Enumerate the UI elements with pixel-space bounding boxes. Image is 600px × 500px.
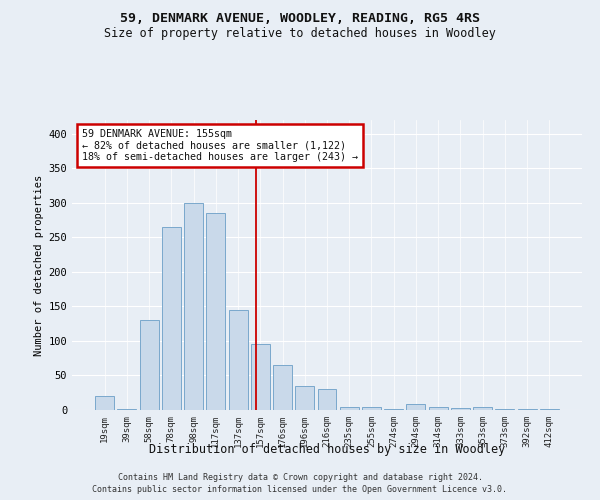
Bar [162, 227, 181, 410]
Bar [406, 404, 425, 410]
Bar [429, 406, 448, 410]
Bar [273, 365, 292, 410]
Bar [496, 408, 514, 410]
Text: 59 DENMARK AVENUE: 155sqm
← 82% of detached houses are smaller (1,122)
18% of se: 59 DENMARK AVENUE: 155sqm ← 82% of detac… [82, 128, 358, 162]
Bar [473, 406, 492, 410]
Bar [95, 396, 114, 410]
Bar [518, 408, 536, 410]
Bar [251, 344, 270, 410]
Text: 59, DENMARK AVENUE, WOODLEY, READING, RG5 4RS: 59, DENMARK AVENUE, WOODLEY, READING, RG… [120, 12, 480, 26]
Bar [384, 408, 403, 410]
Bar [295, 386, 314, 410]
Bar [340, 406, 359, 410]
Bar [451, 408, 470, 410]
Text: Contains public sector information licensed under the Open Government Licence v3: Contains public sector information licen… [92, 485, 508, 494]
Bar [229, 310, 248, 410]
Text: Size of property relative to detached houses in Woodley: Size of property relative to detached ho… [104, 28, 496, 40]
Text: Contains HM Land Registry data © Crown copyright and database right 2024.: Contains HM Land Registry data © Crown c… [118, 472, 482, 482]
Y-axis label: Number of detached properties: Number of detached properties [34, 174, 44, 356]
Text: Distribution of detached houses by size in Woodley: Distribution of detached houses by size … [149, 442, 505, 456]
Bar [140, 320, 158, 410]
Bar [317, 390, 337, 410]
Bar [362, 406, 381, 410]
Bar [118, 408, 136, 410]
Bar [184, 203, 203, 410]
Bar [206, 213, 225, 410]
